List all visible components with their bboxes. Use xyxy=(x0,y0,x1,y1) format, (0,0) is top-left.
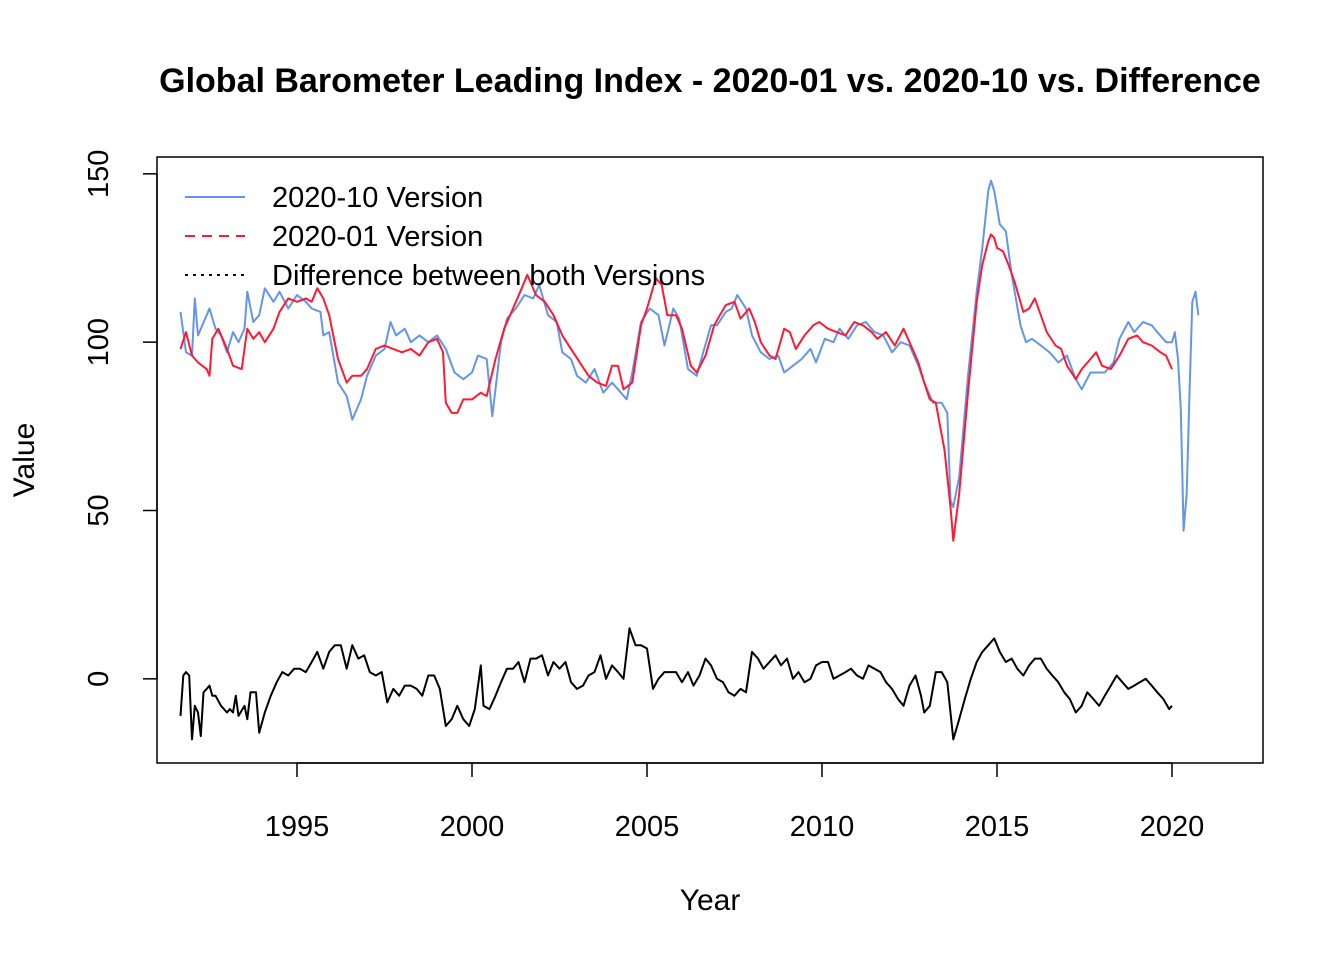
y-axis: 0 50 100 150 xyxy=(83,150,158,687)
x-tick-label: 2015 xyxy=(965,811,1030,843)
series-2020-10-line xyxy=(179,179,1200,532)
legend-label: 2020-01 Version xyxy=(272,221,483,253)
legend-difference: Difference between both Versions xyxy=(185,260,705,292)
y-tick-label: 100 xyxy=(83,318,115,366)
x-tick-label: 2005 xyxy=(615,811,680,843)
series-difference-line xyxy=(179,627,1173,741)
legend-label: Difference between both Versions xyxy=(272,260,705,292)
y-tick-label: 50 xyxy=(83,494,115,526)
x-tick-label: 1995 xyxy=(265,811,330,843)
x-axis: 1995 2000 2005 2010 2015 2020 xyxy=(265,762,1205,843)
chart-title: Global Barometer Leading Index - 2020-01… xyxy=(159,62,1261,100)
x-tick-label: 2010 xyxy=(790,811,855,843)
x-tick-label: 2000 xyxy=(440,811,505,843)
y-tick-label: 0 xyxy=(83,671,115,687)
legend: 2020-10 Version 2020-01 Version Difference… xyxy=(185,182,705,292)
y-tick-label: 150 xyxy=(83,150,115,198)
y-axis-label: Value xyxy=(8,423,41,498)
x-tick-label: 2020 xyxy=(1140,811,1205,843)
legend-label: 2020-10 Version xyxy=(272,182,483,214)
legend-2020-10: 2020-10 Version xyxy=(185,182,483,214)
legend-2020-01: 2020-01 Version xyxy=(185,221,483,253)
x-axis-label: Year xyxy=(680,884,741,917)
series-group xyxy=(179,179,1200,741)
series-2020-01-line xyxy=(179,233,1173,542)
